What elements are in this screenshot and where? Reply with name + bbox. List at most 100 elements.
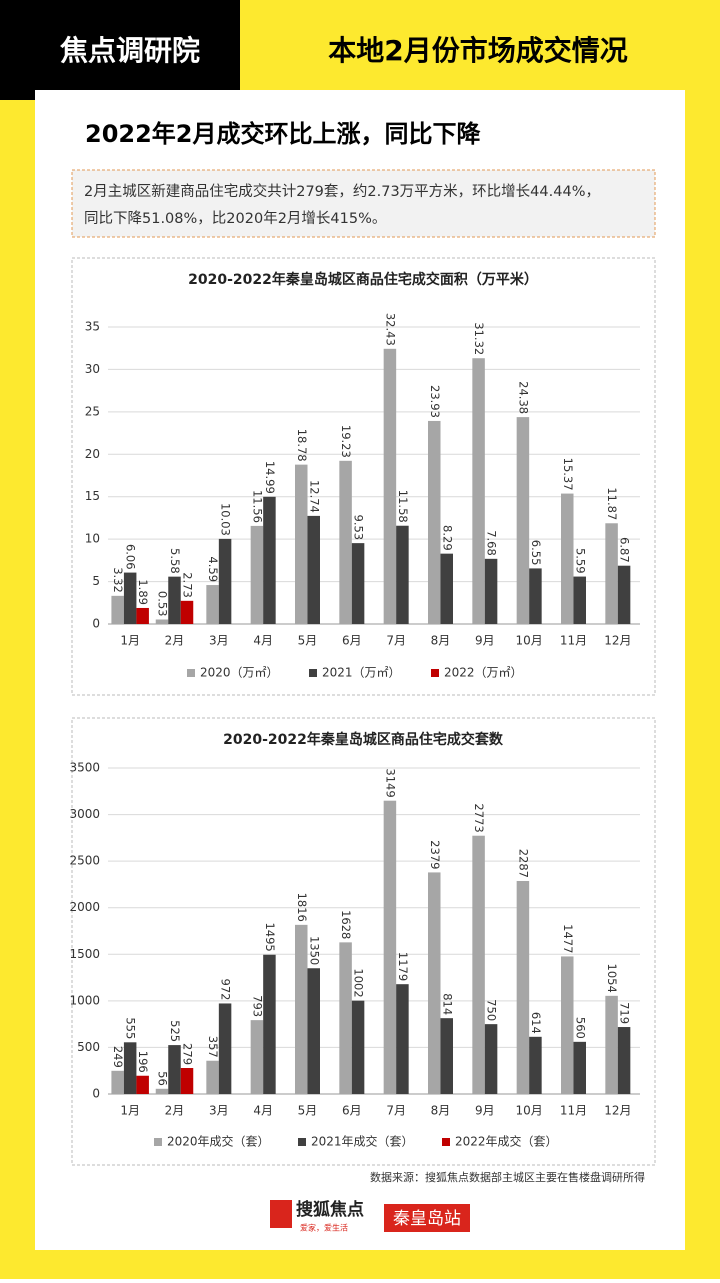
bar	[168, 576, 181, 624]
logo-slogan: 爱家，爱生活	[300, 1223, 348, 1233]
data-label: 1628	[339, 910, 353, 939]
legend-swatch	[154, 1138, 162, 1146]
bar	[440, 553, 453, 624]
data-label: 19.23	[339, 425, 353, 458]
data-label: 555	[124, 1017, 138, 1039]
data-label: 8.29	[440, 525, 454, 551]
x-tick-label: 4月	[253, 634, 273, 648]
bar	[218, 1003, 232, 1094]
station-badge	[384, 1204, 470, 1232]
bar	[206, 1060, 219, 1094]
data-label: 6.06	[124, 544, 138, 570]
data-label: 1350	[307, 936, 321, 965]
brand-block	[0, 0, 240, 100]
x-tick-label: 6月	[342, 1104, 362, 1118]
bar	[180, 1068, 194, 1094]
data-label: 10.03	[219, 503, 233, 536]
x-tick-label: 10月	[516, 634, 543, 648]
legend-label: 2021（万㎡）	[322, 666, 401, 680]
data-label: 32.43	[383, 313, 397, 346]
y-tick-label: 0	[92, 617, 100, 631]
legend-swatch	[309, 669, 317, 677]
bar	[573, 576, 586, 624]
logo-icon	[270, 1200, 292, 1228]
bar	[573, 1041, 586, 1094]
y-tick-label: 15	[85, 489, 100, 503]
x-tick-label: 3月	[209, 1104, 229, 1118]
data-label: 18.78	[295, 429, 309, 462]
x-tick-label: 1月	[120, 1104, 140, 1118]
data-label: 6.87	[618, 537, 632, 563]
y-tick-label: 25	[85, 404, 100, 418]
data-label: 196	[136, 1051, 150, 1073]
bar	[250, 1020, 264, 1094]
bar	[263, 954, 276, 1094]
summary-box	[71, 169, 656, 238]
data-label: 5.58	[168, 548, 182, 574]
x-tick-label: 8月	[431, 1104, 451, 1118]
data-label: 3.32	[111, 567, 125, 593]
bar	[136, 607, 149, 624]
bar	[307, 515, 320, 624]
bar	[180, 600, 194, 624]
data-label: 11.56	[250, 490, 264, 523]
y-tick-label: 20	[85, 447, 100, 461]
bar	[155, 1088, 169, 1094]
bar	[339, 460, 352, 624]
station: 秦皇岛站	[393, 1209, 461, 1229]
bar	[529, 1036, 542, 1094]
x-tick-label: 2月	[165, 1104, 185, 1118]
bar	[123, 572, 137, 624]
bar	[561, 956, 574, 1094]
bar	[295, 464, 308, 624]
bar	[472, 835, 485, 1094]
data-label: 814	[440, 993, 454, 1015]
bar	[351, 1000, 365, 1094]
data-label: 31.32	[472, 322, 486, 355]
data-label: 614	[529, 1012, 543, 1034]
x-tick-label: 11月	[560, 634, 587, 648]
data-label: 2287	[516, 849, 530, 878]
y-tick-label: 2000	[69, 900, 100, 914]
x-tick-label: 7月	[386, 1104, 406, 1118]
bar	[428, 872, 441, 1094]
y-tick-label: 10	[85, 532, 100, 546]
data-label: 1477	[561, 924, 575, 953]
legend-label: 2020年成交（套）	[167, 1134, 270, 1149]
y-tick-label: 1000	[69, 993, 100, 1007]
data-label: 1.89	[136, 579, 150, 605]
bar	[155, 619, 169, 624]
x-tick-label: 8月	[431, 634, 451, 648]
x-tick-label: 5月	[298, 634, 318, 648]
data-label: 3149	[383, 768, 397, 797]
data-label: 5.59	[573, 548, 587, 574]
bar	[206, 585, 219, 624]
bar	[263, 496, 276, 624]
data-label: 2773	[472, 803, 486, 832]
legend-swatch	[431, 669, 439, 677]
bar	[428, 420, 441, 624]
bar	[168, 1045, 181, 1094]
data-label: 972	[219, 979, 233, 1001]
bar	[383, 348, 397, 624]
data-label: 2379	[428, 840, 442, 869]
data-label: 6.55	[529, 540, 543, 566]
y-tick-label: 500	[77, 1040, 100, 1054]
legend-swatch	[298, 1138, 306, 1146]
bar	[605, 995, 618, 1094]
data-label: 1495	[263, 922, 277, 951]
data-label: 1054	[605, 964, 619, 993]
legend-swatch	[442, 1138, 450, 1146]
bar	[383, 800, 397, 1094]
x-tick-label: 7月	[386, 634, 406, 648]
bar	[529, 568, 542, 624]
brand: 焦点调研院	[60, 34, 200, 67]
data-label: 24.38	[516, 381, 530, 414]
bar	[484, 1024, 498, 1094]
bar	[218, 538, 232, 624]
x-tick-label: 12月	[604, 1104, 631, 1118]
data-label: 560	[573, 1017, 587, 1039]
bar	[440, 1018, 453, 1094]
y-tick-label: 3000	[69, 807, 100, 821]
data-label: 11.58	[396, 490, 410, 523]
